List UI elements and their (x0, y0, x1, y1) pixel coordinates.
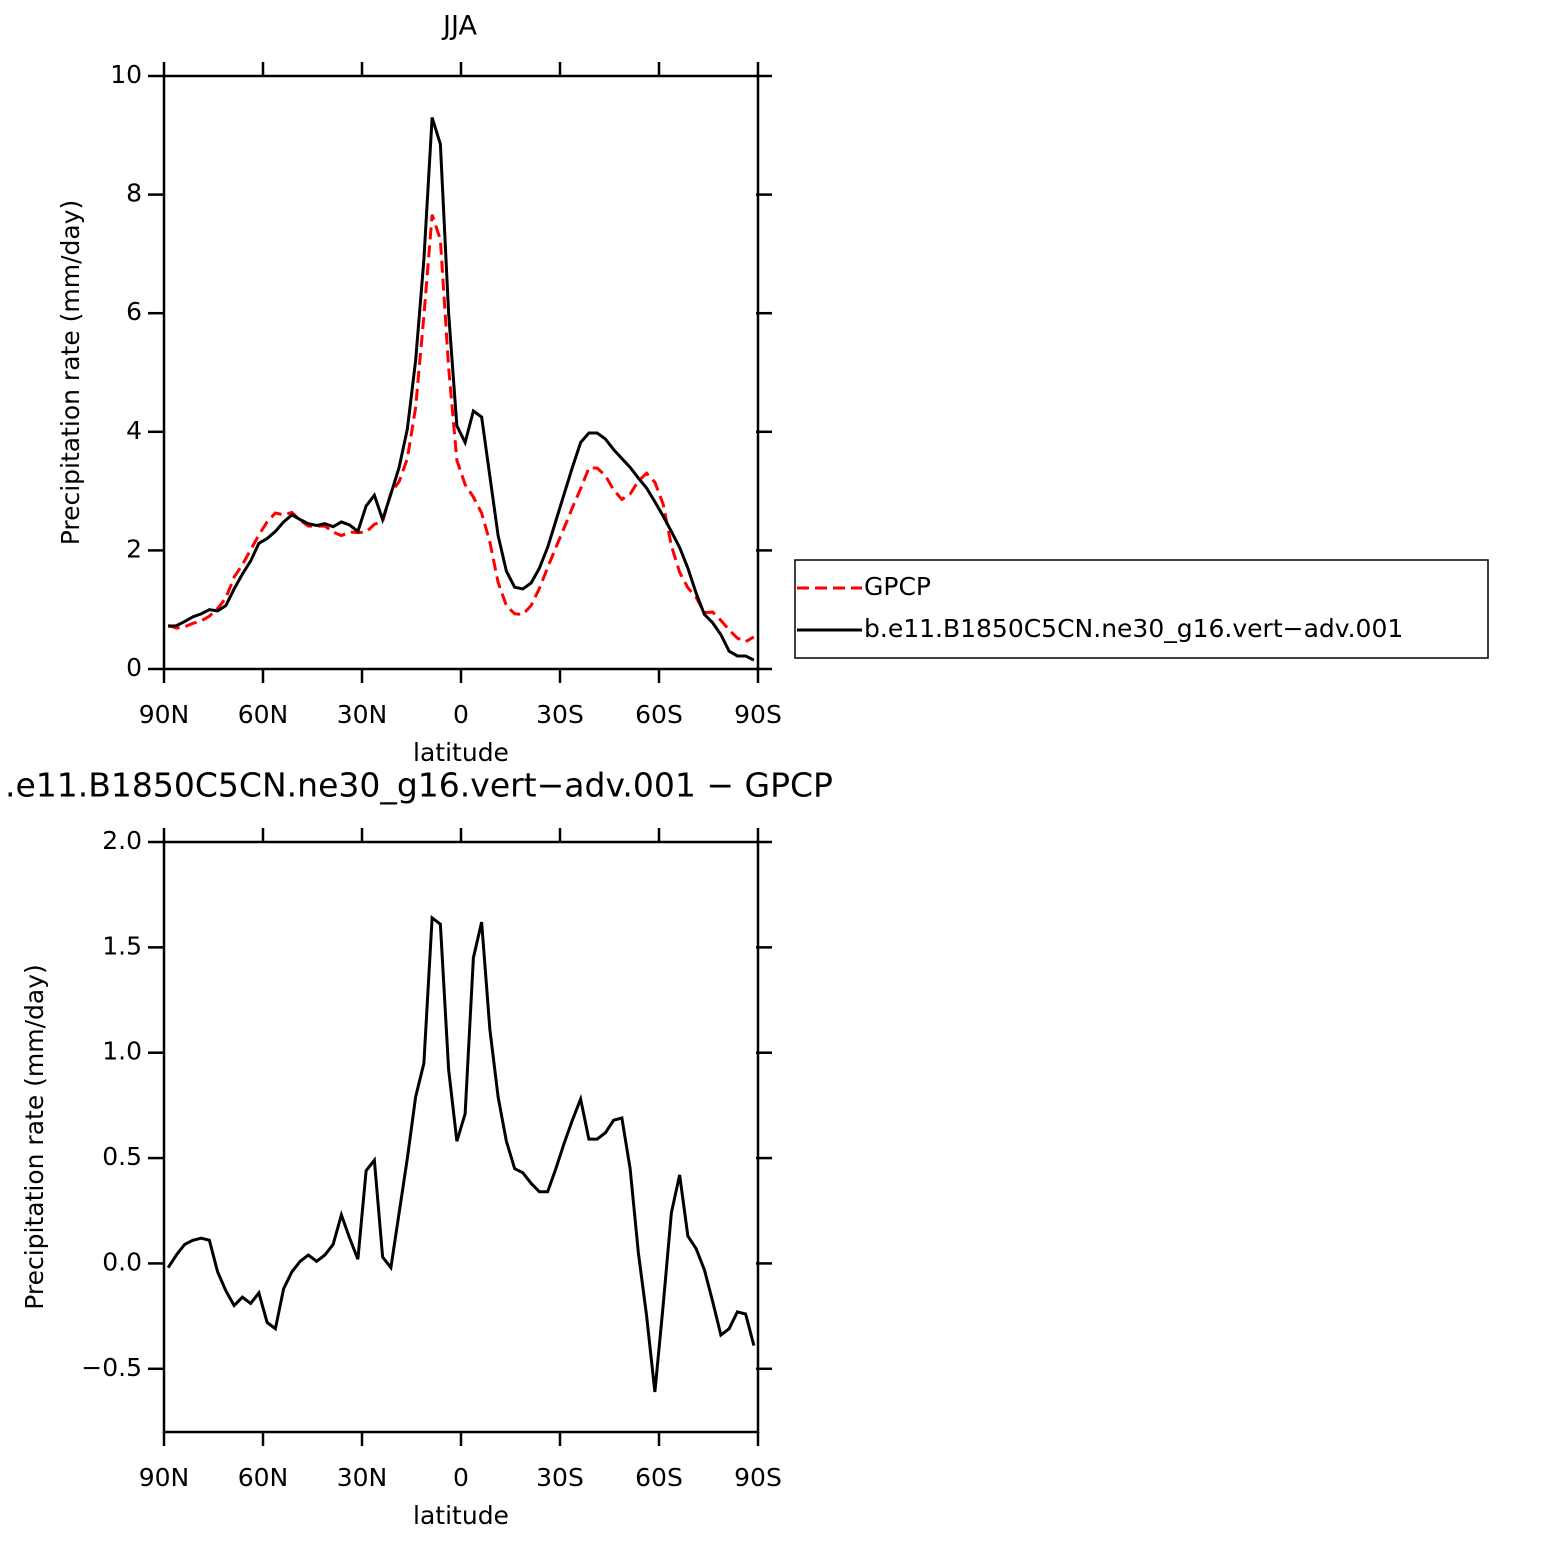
x-tick-label: 90S (734, 1463, 782, 1492)
legend-label: b.e11.B1850C5CN.ne30_g16.vert−adv.001 (864, 614, 1403, 643)
x-tick-label: 0 (453, 1463, 469, 1492)
x-tick-label: 60N (238, 700, 289, 729)
x-tick-label: 60S (635, 1463, 683, 1492)
x-tick-label: 60S (635, 700, 683, 729)
data-line (167, 214, 755, 644)
y-tick-label: 8 (126, 179, 142, 208)
x-tick-label: 90N (139, 700, 190, 729)
y-tick-label: 1.0 (102, 1037, 142, 1066)
y-tick-label: 10 (110, 60, 142, 89)
chart-title: .e11.B1850C5CN.ne30_g16.vert−adv.001 − G… (5, 766, 833, 805)
y-tick-label: −0.5 (81, 1353, 142, 1382)
y-axis-label: Precipitation rate (mm/day) (56, 200, 85, 546)
y-tick-label: 0 (126, 653, 142, 682)
y-tick-label: 4 (126, 416, 142, 445)
x-axis-label: latitude (413, 738, 509, 767)
data-line (168, 117, 755, 662)
y-tick-label: 6 (126, 297, 142, 326)
legend-box (794, 559, 1489, 659)
plot-frame (162, 74, 760, 671)
x-axis-label: latitude (413, 1501, 509, 1530)
x-tick-label: 30S (536, 1463, 584, 1492)
y-tick-label: 0.0 (102, 1247, 142, 1276)
legend-label: GPCP (864, 572, 931, 601)
y-tick-label: 2 (126, 534, 142, 563)
y-tick-label: 2.0 (102, 826, 142, 855)
y-tick-label: 0.5 (102, 1142, 142, 1171)
data-line (166, 914, 756, 1393)
x-tick-label: 90N (139, 1463, 190, 1492)
chart-title: JJA (441, 11, 477, 42)
x-tick-label: 0 (453, 700, 469, 729)
x-tick-label: 30N (337, 700, 388, 729)
x-tick-label: 30N (337, 1463, 388, 1492)
y-axis-label: Precipitation rate (mm/day) (20, 964, 49, 1310)
y-tick-label: 1.5 (102, 931, 142, 960)
x-tick-label: 90S (734, 700, 782, 729)
x-tick-label: 60N (238, 1463, 289, 1492)
plot-frame (162, 840, 760, 1434)
x-tick-label: 30S (536, 700, 584, 729)
